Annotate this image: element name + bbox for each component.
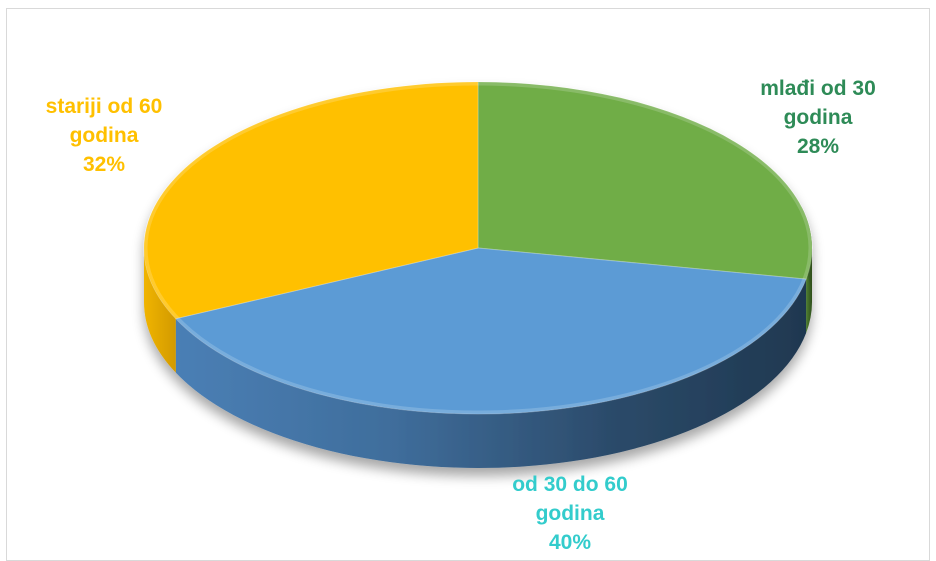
slice-label-30-60-value: 40% [548, 531, 592, 554]
pie-side-over-60 [144, 248, 176, 373]
slice-label-30-60-line2: godina [535, 502, 605, 525]
slice-label-30-60-line1: od 30 do 60 [512, 473, 628, 496]
slice-label-over-60-value: 32% [82, 153, 126, 176]
slice-label-30-60: od 30 do 60 godina 40% [470, 470, 670, 557]
pie-slice-under-30 [477, 81, 813, 280]
pie-slice-30-60 [174, 247, 807, 415]
slice-label-under-30-line1: mlađi od 30 [760, 77, 876, 100]
pie-side-30-60 [175, 279, 807, 468]
slice-label-over-60: stariji od 60 godina 32% [4, 92, 204, 179]
slice-label-under-30-value: 28% [796, 135, 840, 158]
slice-label-over-60-line2: godina [69, 124, 139, 147]
slice-label-under-30: mlađi od 30 godina 28% [718, 74, 918, 161]
slice-label-over-60-line1: stariji od 60 [45, 95, 163, 118]
slice-label-under-30-line2: godina [783, 106, 853, 129]
pie-rim-highlight [144, 82, 812, 414]
